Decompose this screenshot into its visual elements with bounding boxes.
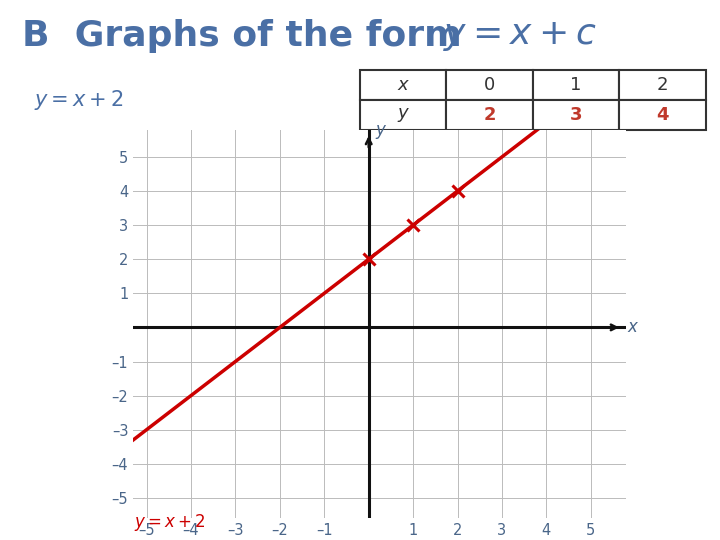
Text: $y = x + c$: $y = x + c$ [443,19,597,52]
Text: $y = x + 2$: $y = x + 2$ [35,88,124,112]
Text: $y = x + 2$: $y = x + 2$ [134,512,206,534]
Text: B  Graphs of the form: B Graphs of the form [22,19,474,52]
Text: $y$: $y$ [375,123,388,141]
Text: $x$: $x$ [627,319,639,336]
